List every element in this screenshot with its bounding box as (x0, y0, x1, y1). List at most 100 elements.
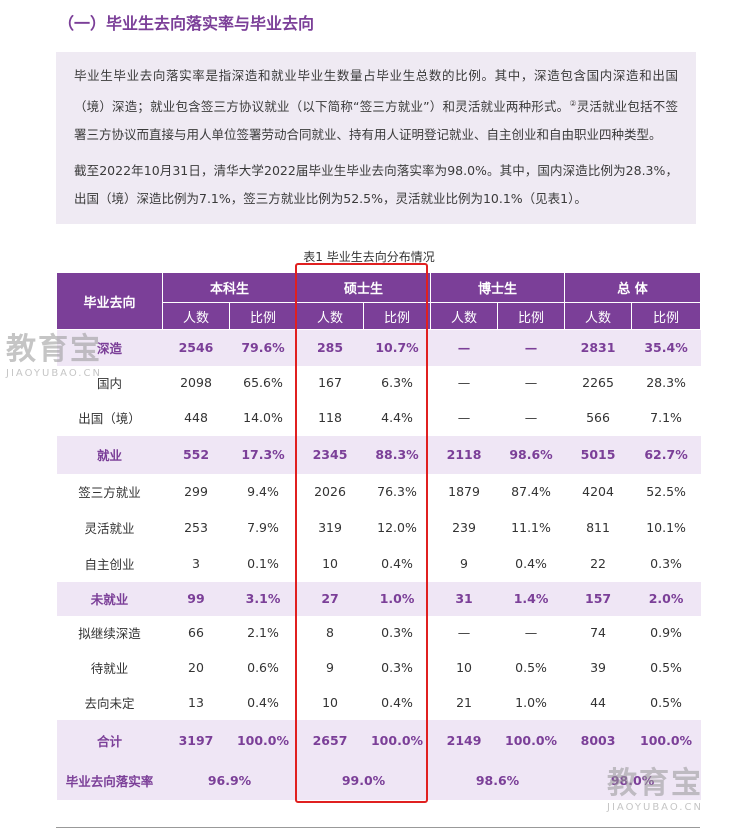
count-cell: 31 (430, 581, 498, 616)
row-label: 待就业 (56, 649, 163, 685)
ratio-cell: 6.3% (363, 365, 431, 400)
count-cell: — (430, 365, 498, 400)
count-cell: 2118 (430, 435, 498, 474)
count-cell: 2098 (162, 365, 230, 400)
subheader-ratio: 比例 (497, 302, 566, 330)
count-cell: 448 (162, 399, 230, 436)
count-cell: 285 (296, 329, 364, 366)
ratio-cell: — (497, 329, 565, 366)
table-body: 深造 2546 79.6% 285 10.7% — —2831 35.4% 国内 2098 65.6… (56, 329, 701, 762)
count-cell: 27 (296, 581, 364, 616)
ratio-cell: — (497, 365, 565, 400)
rate-value: 98.6% (430, 761, 565, 800)
destination-table: 毕业去向 本科生 硕士生 博士生 总 体 人数 比例 人数 比例 人数 比例 人… (56, 272, 702, 800)
count-cell: 253 (162, 509, 230, 546)
row-label: 就业 (56, 435, 163, 474)
ratio-cell: 88.3% (363, 435, 431, 474)
count-cell: 9 (296, 649, 364, 685)
count-cell: 74 (564, 615, 632, 650)
intro-paragraph-2: 截至2022年10月31日，清华大学2022届毕业生毕业去向落实率为98.0%。… (74, 163, 678, 207)
rate-row: 毕业去向落实率 96.9% 99.0% 98.6% 98.0% (56, 761, 701, 800)
count-cell: 1879 (430, 473, 498, 510)
row-label: 签三方就业 (56, 473, 163, 510)
rate-value: 99.0% (296, 761, 431, 800)
rate-label: 毕业去向落实率 (56, 761, 163, 800)
row-label: 灵活就业 (56, 509, 163, 546)
ratio-cell: — (497, 399, 565, 436)
group-header: 总 体 (564, 272, 702, 303)
count-cell: 566 (564, 399, 632, 436)
count-cell: 9 (430, 545, 498, 582)
ratio-cell: 0.1% (229, 545, 297, 582)
ratio-cell: 0.5% (631, 684, 701, 720)
table-caption: 表1 毕业生去向分布情况 (303, 250, 435, 264)
row-label: 合计 (56, 719, 163, 762)
count-cell: 552 (162, 435, 230, 474)
ratio-cell: 100.0% (363, 719, 431, 762)
total-row: 合计 3197 100.0% 2657 100.0% 2149 100.0% 8003 100.… (56, 719, 701, 762)
count-cell: 811 (564, 509, 632, 546)
ratio-cell: 0.3% (363, 615, 431, 650)
count-cell: 3 (162, 545, 230, 582)
ratio-cell: 87.4% (497, 473, 565, 510)
count-cell: 10 (430, 649, 498, 685)
count-cell: 22 (564, 545, 632, 582)
count-cell: — (430, 615, 498, 650)
subheader-ratio: 比例 (363, 302, 432, 330)
ratio-cell: 0.3% (363, 649, 431, 685)
subheader-count: 人数 (296, 302, 365, 330)
count-cell: — (430, 329, 498, 366)
count-cell: 157 (564, 581, 632, 616)
count-cell: 20 (162, 649, 230, 685)
table-row: 签三方就业 299 9.4% 2026 76.3% 1879 87.4% 4204 52.5% (56, 473, 701, 510)
category-row: 就业 552 17.3% 2345 88.3% 2118 98.6% 5015 62.7% (56, 435, 701, 474)
ratio-cell: 76.3% (363, 473, 431, 510)
ratio-cell: 0.4% (229, 684, 297, 720)
count-cell: 319 (296, 509, 364, 546)
ratio-cell: 28.3% (631, 365, 701, 400)
ratio-cell: 0.4% (363, 684, 431, 720)
subheader-count: 人数 (162, 302, 230, 330)
table-subheader-row: 人数 比例 人数 比例 人数 比例 人数 比例 (57, 302, 702, 330)
ratio-cell: 100.0% (497, 719, 565, 762)
rate-value: 96.9% (162, 761, 297, 800)
ratio-cell: 98.6% (497, 435, 565, 474)
count-cell: 2026 (296, 473, 364, 510)
intro-box: 毕业生毕业去向落实率是指深造和就业毕业生数量占毕业生总数的比例。其中，深造包含国… (56, 52, 696, 224)
ratio-cell: 10.7% (363, 329, 431, 366)
row-label: 自主创业 (56, 545, 163, 582)
rate-value: 98.0% (564, 761, 701, 800)
row-label: 国内 (56, 365, 163, 400)
subheader-count: 人数 (430, 302, 499, 330)
ratio-cell: 100.0% (229, 719, 297, 762)
group-header: 本科生 (161, 272, 298, 303)
count-cell: 118 (296, 399, 364, 436)
bottom-divider (56, 827, 700, 828)
count-cell: 2265 (564, 365, 632, 400)
count-cell: 299 (162, 473, 230, 510)
count-cell: 66 (162, 615, 230, 650)
table-row: 去向未定 13 0.4% 10 0.4% 21 1.0% 44 0.5% (56, 684, 701, 720)
count-cell: 44 (564, 684, 632, 720)
table-row: 自主创业 3 0.1% 10 0.4% 9 0.4% 22 0.3% (56, 545, 701, 582)
ratio-cell: 0.4% (497, 545, 565, 582)
table-row: 待就业 20 0.6% 9 0.3% 10 0.5% 39 0.5% (56, 649, 701, 685)
group-header: 博士生 (430, 272, 566, 303)
count-cell: 21 (430, 684, 498, 720)
ratio-cell: 12.0% (363, 509, 431, 546)
ratio-cell: 100.0% (631, 719, 701, 762)
count-cell: 8003 (564, 719, 632, 762)
ratio-cell: 79.6% (229, 329, 297, 366)
count-cell: 2149 (430, 719, 498, 762)
category-row: 未就业 99 3.1% 27 1.0% 31 1.4% 157 2.0% (56, 581, 701, 616)
ratio-cell: 9.4% (229, 473, 297, 510)
ratio-cell: 1.0% (363, 581, 431, 616)
row-header-cell: 毕业去向 (56, 272, 163, 330)
highlight-box (295, 263, 428, 803)
count-cell: 2831 (564, 329, 632, 366)
row-label: 深造 (56, 329, 163, 366)
category-row: 深造 2546 79.6% 285 10.7% — —2831 35.4% (56, 329, 701, 366)
table-row: 拟继续深造 66 2.1% 8 0.3% — —74 0.9% (56, 615, 701, 650)
ratio-cell: 65.6% (229, 365, 297, 400)
intro-paragraph-1: 毕业生毕业去向落实率是指深造和就业毕业生数量占毕业生总数的比例。其中，深造包含国… (74, 68, 678, 143)
